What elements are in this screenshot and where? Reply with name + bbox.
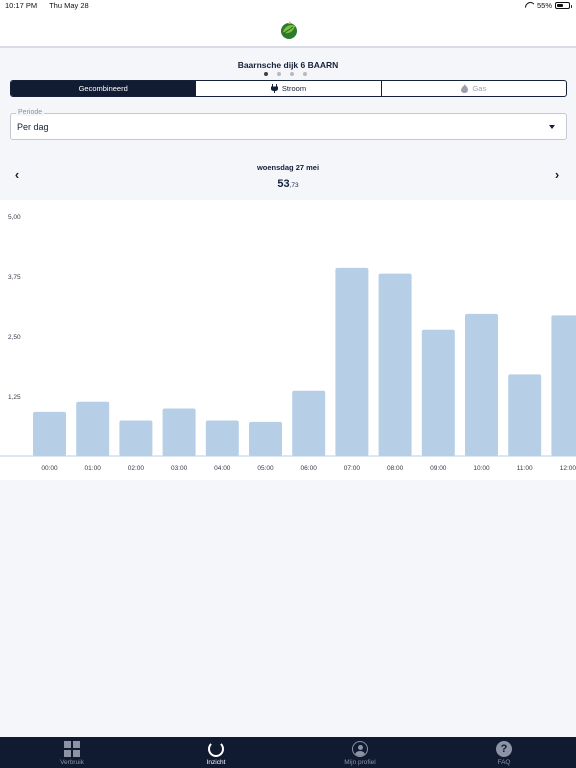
- selected-date: woensdag 27 mei: [256, 163, 320, 172]
- tab-verbruik[interactable]: Verbruik: [0, 737, 144, 768]
- total-main: 53: [277, 178, 290, 190]
- usage-chart[interactable]: 1,25 2,50 3,75 5,00 00:00 01:00 02:00 03:00 04:0…: [0, 200, 576, 480]
- y-tick-label: 3,75: [8, 274, 21, 281]
- x-tick-label: 12:00: [560, 465, 576, 472]
- x-tick-label: 04:00: [214, 465, 231, 472]
- y-tick-label: 2,50: [8, 334, 21, 341]
- chart-bar[interactable]: [76, 401, 110, 456]
- tab-label: Inzicht: [206, 759, 226, 766]
- app-header: [0, 12, 576, 48]
- grid-icon: [64, 741, 80, 757]
- chart-bar[interactable]: [33, 411, 66, 456]
- chart-bar[interactable]: [421, 329, 455, 456]
- tab-mijn-profiel[interactable]: Mijn profiel: [288, 737, 432, 768]
- tab-inzicht[interactable]: Inzicht: [144, 737, 288, 768]
- address-title: Baarnsche dijk 6 BAARN: [237, 60, 339, 70]
- battery-icon: [555, 2, 572, 9]
- x-tick-label: 10:00: [473, 465, 490, 472]
- chart-bar[interactable]: [205, 420, 239, 456]
- bar-chart: 1,25 2,50 3,75 5,00 00:00 01:00 02:00 03:00 04:0…: [0, 214, 576, 472]
- tab-bar: Verbruik Inzicht Mijn profiel ? FAQ: [0, 737, 576, 768]
- plug-icon: [270, 84, 278, 93]
- chart-bar[interactable]: [249, 421, 282, 456]
- tab-faq[interactable]: ? FAQ: [432, 737, 576, 768]
- x-tick-label: 05:00: [257, 465, 274, 472]
- daily-total: 53,73: [0, 178, 576, 190]
- x-tick-label: 03:00: [171, 465, 188, 472]
- chart-bar[interactable]: [465, 313, 498, 456]
- x-tick-label: 00:00: [41, 465, 58, 472]
- status-bar: 10:17 PM Thu May 28 55%: [0, 0, 576, 12]
- x-tick-label: 07:00: [344, 465, 361, 472]
- leaf-logo-icon: [281, 21, 297, 39]
- user-icon: [352, 741, 368, 757]
- x-tick-label: 11:00: [517, 465, 533, 472]
- status-date: Thu May 28: [49, 1, 89, 10]
- chevron-right-icon[interactable]: ›: [554, 167, 560, 182]
- energy-type-selector: Gecombineerd Stroom Gas: [10, 80, 567, 97]
- chart-bar[interactable]: [335, 267, 369, 456]
- pager-dot[interactable]: [264, 72, 268, 76]
- question-icon: ?: [496, 741, 512, 757]
- periode-value: Per dag: [17, 122, 49, 132]
- tab-label: Verbruik: [60, 759, 84, 766]
- segment-gas[interactable]: Gas: [382, 81, 566, 96]
- tab-label: Mijn profiel: [344, 759, 376, 766]
- segment-label: Stroom: [281, 84, 307, 93]
- pager-dot[interactable]: [303, 72, 307, 76]
- periode-select[interactable]: Periode Per dag: [10, 109, 567, 140]
- x-tick-label: 01:00: [85, 465, 102, 472]
- chart-bar[interactable]: [508, 374, 542, 456]
- chevron-left-icon[interactable]: ‹: [14, 167, 20, 182]
- x-tick-label: 09:00: [430, 465, 447, 472]
- pager-dot[interactable]: [277, 72, 281, 76]
- date-navigator: ‹ woensdag 27 mei 53,73 ›: [0, 155, 576, 199]
- tab-label: FAQ: [497, 759, 511, 766]
- battery-percent: 55%: [536, 1, 552, 10]
- x-tick-label: 08:00: [387, 465, 404, 472]
- total-decimals: ,73: [289, 182, 299, 189]
- chart-bar[interactable]: [378, 273, 412, 456]
- page-indicator[interactable]: [264, 72, 307, 76]
- wifi-icon: [525, 2, 534, 9]
- chart-bar[interactable]: [119, 420, 153, 456]
- segment-gecombineerd[interactable]: Gecombineerd: [11, 81, 197, 96]
- segment-stroom[interactable]: Stroom: [196, 81, 382, 96]
- caret-down-icon: [549, 125, 555, 129]
- segment-label: Gecombineerd: [78, 84, 128, 93]
- chart-bar[interactable]: [551, 315, 576, 456]
- x-tick-label: 02:00: [128, 465, 145, 472]
- y-tick-label: 1,25: [8, 394, 21, 401]
- pager-dot[interactable]: [290, 72, 294, 76]
- x-tick-label: 06:00: [301, 465, 318, 472]
- chart-bar[interactable]: [162, 408, 196, 456]
- status-time: 10:17 PM: [5, 1, 38, 10]
- ring-icon: [208, 741, 224, 757]
- segment-label: Gas: [472, 84, 487, 93]
- flame-icon: [461, 84, 469, 93]
- chart-bar[interactable]: [292, 390, 326, 456]
- periode-label: Periode: [16, 109, 45, 116]
- y-tick-label: 5,00: [8, 214, 21, 221]
